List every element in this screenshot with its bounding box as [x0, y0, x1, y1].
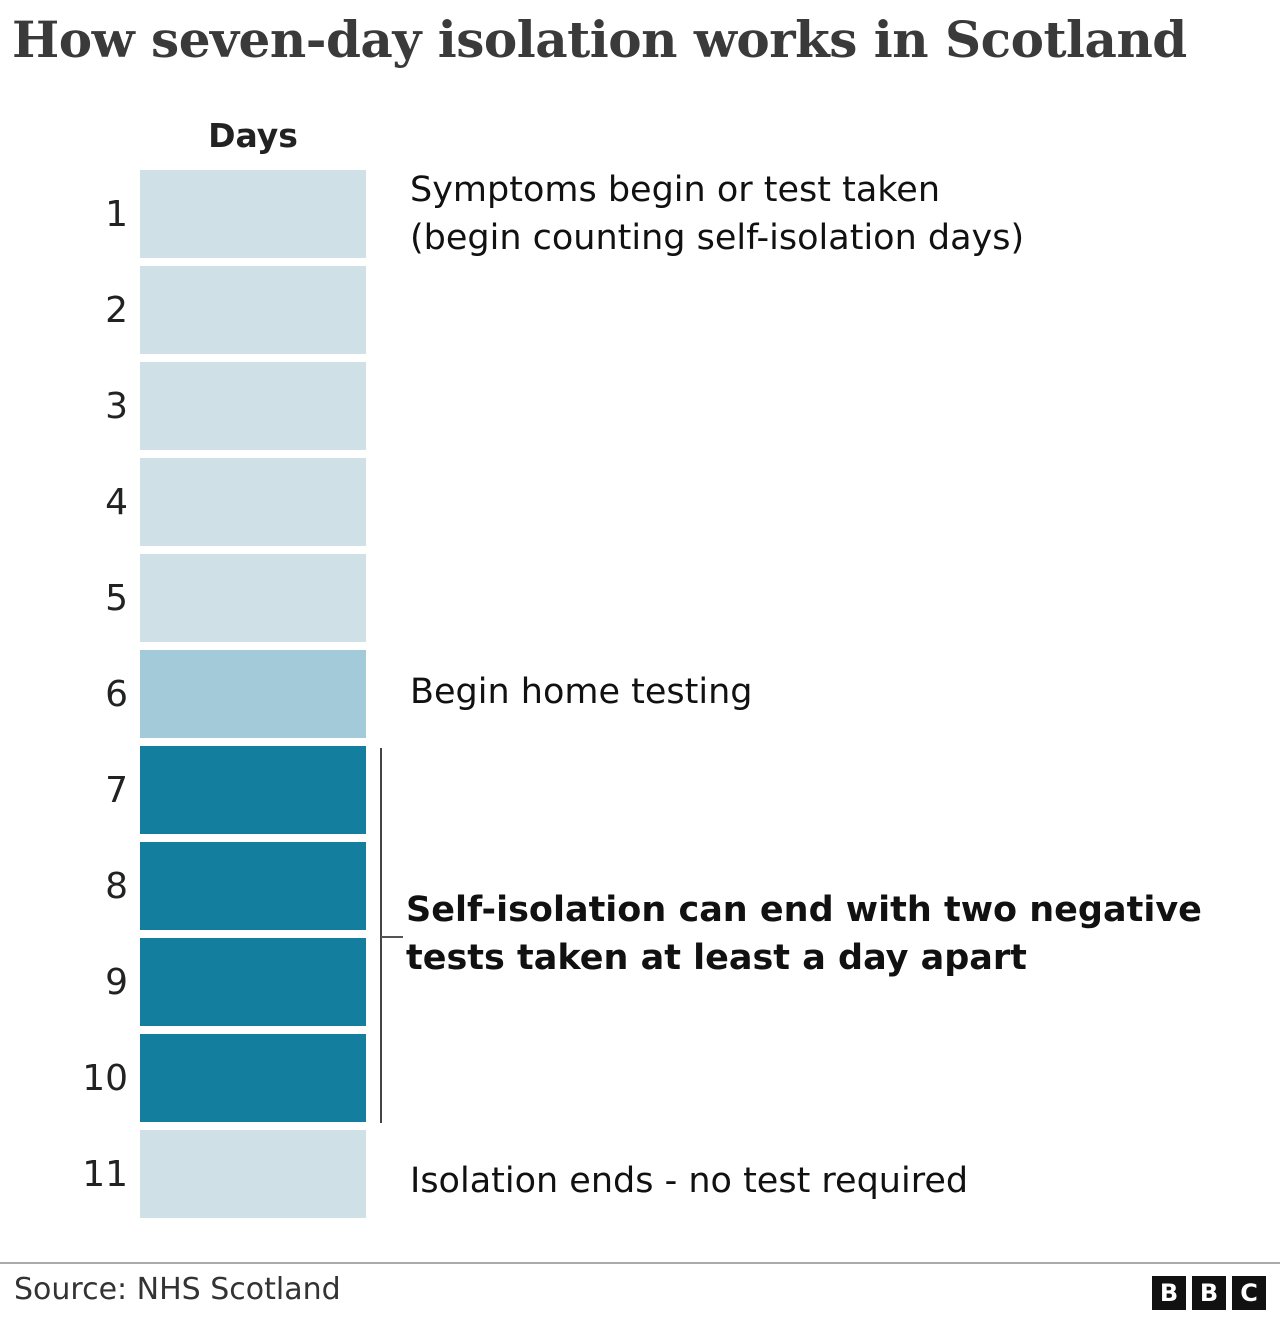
- day-number: 3: [105, 386, 128, 427]
- day-box: [140, 170, 366, 258]
- day-box: [140, 650, 366, 738]
- chart-title: How seven-day isolation works in Scotlan…: [12, 10, 1187, 69]
- bbc-logo: B B C: [1152, 1276, 1266, 1310]
- logo-letter: B: [1152, 1276, 1186, 1310]
- day-box: [140, 746, 366, 834]
- logo-letter: C: [1232, 1276, 1266, 1310]
- day-number: 1: [105, 194, 128, 235]
- logo-letter: B: [1192, 1276, 1226, 1310]
- day-number: 5: [105, 578, 128, 619]
- day-box: [140, 266, 366, 354]
- annotation-day6: Begin home testing: [410, 672, 753, 712]
- source-note: Source: NHS Scotland: [14, 1272, 341, 1307]
- day-number: 6: [105, 674, 128, 715]
- day-box: [140, 458, 366, 546]
- day-number: 11: [82, 1154, 128, 1195]
- bracket-tick: [381, 936, 403, 938]
- day-number: 10: [82, 1058, 128, 1099]
- day-number: 7: [105, 770, 128, 811]
- footer-divider: [0, 1262, 1280, 1264]
- annotation-day1: Symptoms begin or test taken (begin coun…: [410, 170, 1025, 258]
- day-box: [140, 842, 366, 930]
- day-number: 4: [105, 482, 128, 523]
- day-number: 2: [105, 290, 128, 331]
- day-box: [140, 1130, 366, 1218]
- annotation-day11: Isolation ends - no test required: [410, 1161, 969, 1201]
- day-box: [140, 1034, 366, 1122]
- day-box: [140, 938, 366, 1026]
- day-box: [140, 554, 366, 642]
- day-box: [140, 362, 366, 450]
- day-number: 8: [105, 866, 128, 907]
- annotation-days7-10: Self-isolation can end with two negative…: [406, 890, 1202, 978]
- day-number: 9: [105, 962, 128, 1003]
- bracket-line: [380, 748, 382, 1123]
- days-header: Days: [208, 116, 298, 155]
